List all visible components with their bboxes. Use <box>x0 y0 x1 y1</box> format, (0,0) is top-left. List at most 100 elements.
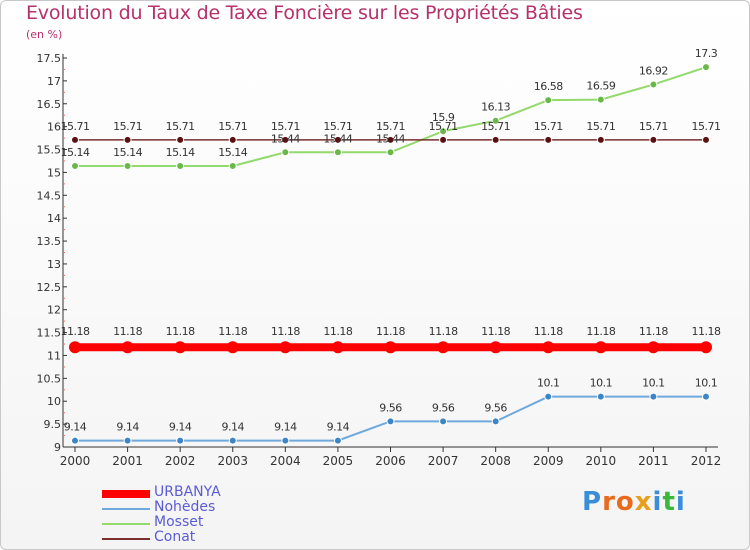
data-point-mosset <box>176 162 185 171</box>
data-label-mosset: 15.9 <box>432 111 455 124</box>
data-point-conat <box>176 135 185 144</box>
data-point-mosset <box>386 148 395 157</box>
x-tick-label: 2011 <box>638 454 669 468</box>
data-point-mosset <box>333 148 342 157</box>
x-tick-label: 2004 <box>270 454 301 468</box>
data-point-urbanya <box>69 341 81 354</box>
logo-letter: i <box>675 487 686 517</box>
unit-label: (en %) <box>26 28 63 41</box>
data-point-conat <box>71 135 79 144</box>
y-tick-label: 14.5 <box>37 189 62 202</box>
data-point-nohedes <box>649 392 658 401</box>
data-label-urbanya: 11.18 <box>113 325 142 338</box>
data-label-mosset: 16.58 <box>534 80 563 93</box>
data-label-nohedes: 10.1 <box>590 377 613 390</box>
y-tick-label: 16.5 <box>37 98 62 111</box>
data-label-nohedes: 10.1 <box>537 377 560 390</box>
data-point-conat <box>439 135 448 144</box>
legend-item-nohedes: Nohèdes <box>100 499 300 516</box>
data-point-urbanya <box>647 341 660 354</box>
data-label-urbanya: 11.18 <box>429 325 458 338</box>
y-tick-label: 12 <box>47 304 61 317</box>
x-tick-label: 2000 <box>60 454 91 468</box>
logo-letter: r <box>602 487 616 517</box>
logo-letter: o <box>615 487 635 517</box>
data-label-nohedes: 9.56 <box>484 401 507 414</box>
data-point-urbanya <box>226 341 239 354</box>
data-label-conat: 15.71 <box>429 120 458 133</box>
logo-letter: t <box>662 487 676 517</box>
data-point-mosset <box>123 162 132 171</box>
y-tick-label: 17.5 <box>37 52 62 65</box>
y-tick-label: 12.5 <box>37 281 62 294</box>
data-point-conat <box>544 135 553 144</box>
data-label-conat: 15.71 <box>639 120 668 133</box>
data-point-conat <box>702 135 710 144</box>
legend-label-mosset: Mosset <box>154 514 204 530</box>
data-point-nohedes <box>228 436 237 445</box>
data-point-conat <box>649 135 658 144</box>
y-tick-label: 11 <box>47 349 61 362</box>
data-label-mosset: 16.13 <box>481 101 510 114</box>
data-label-mosset: 15.44 <box>271 132 300 145</box>
data-label-conat: 15.71 <box>61 120 90 133</box>
data-label-nohedes: 9.14 <box>64 421 87 434</box>
data-point-nohedes <box>544 392 553 401</box>
x-tick-label: 2010 <box>586 454 617 468</box>
data-label-urbanya: 11.18 <box>61 325 90 338</box>
legend-item-conat: Conat <box>100 530 300 546</box>
data-point-conat <box>123 135 132 144</box>
data-label-urbanya: 11.18 <box>323 325 352 338</box>
data-label-nohedes: 9.14 <box>222 421 245 434</box>
data-point-urbanya <box>437 341 450 354</box>
data-label-mosset: 15.44 <box>376 132 405 145</box>
data-label-nohedes: 9.56 <box>432 401 455 414</box>
data-label-mosset: 15.14 <box>218 146 247 159</box>
data-label-mosset: 15.14 <box>166 146 195 159</box>
proxiti-logo: Proxiti <box>582 487 686 517</box>
data-point-mosset <box>649 80 658 89</box>
data-point-nohedes <box>386 417 395 426</box>
data-label-mosset: 15.14 <box>113 146 142 159</box>
data-label-nohedes: 9.14 <box>169 421 192 434</box>
data-label-nohedes: 10.1 <box>642 377 665 390</box>
data-label-urbanya: 11.18 <box>586 325 615 338</box>
data-label-conat: 15.71 <box>586 120 615 133</box>
data-point-conat <box>333 135 342 144</box>
data-label-conat: 15.71 <box>323 120 352 133</box>
data-label-conat: 15.71 <box>481 120 510 133</box>
y-tick-label: 9.5 <box>44 418 62 431</box>
data-label-conat: 15.71 <box>166 120 195 133</box>
data-point-mosset <box>544 96 553 105</box>
data-point-conat <box>281 135 290 144</box>
data-label-urbanya: 11.18 <box>481 325 510 338</box>
legend-swatch-urbanya <box>102 490 150 498</box>
legend-label-nohedes: Nohèdes <box>154 499 216 515</box>
data-point-nohedes <box>702 392 710 401</box>
data-label-mosset: 16.59 <box>586 80 615 93</box>
y-tick-label: 9 <box>54 441 61 454</box>
data-label-conat: 15.71 <box>692 120 721 133</box>
legend-label-urbanya: URBANYA <box>154 484 221 500</box>
y-tick-label: 16 <box>47 121 61 134</box>
legend-swatch-nohedes <box>102 508 150 510</box>
logo-letter: i <box>652 487 663 517</box>
data-label-mosset: 17.3 <box>695 47 718 60</box>
x-tick-label: 2008 <box>480 454 511 468</box>
data-point-conat <box>491 135 500 144</box>
logo-letter: x <box>634 487 653 517</box>
logo-letter: P <box>582 487 603 517</box>
y-tick-label: 14 <box>47 212 61 225</box>
y-tick-label: 10 <box>47 395 61 408</box>
data-point-urbanya <box>279 341 292 354</box>
data-label-nohedes: 9.14 <box>116 421 139 434</box>
data-label-urbanya: 11.18 <box>218 325 247 338</box>
x-tick-label: 2007 <box>428 454 459 468</box>
data-point-mosset <box>71 162 79 171</box>
data-point-conat <box>596 135 605 144</box>
data-label-urbanya: 11.18 <box>376 325 405 338</box>
data-point-urbanya <box>700 341 712 354</box>
data-label-urbanya: 11.18 <box>639 325 668 338</box>
data-point-urbanya <box>331 341 344 354</box>
data-label-conat: 15.71 <box>113 120 142 133</box>
